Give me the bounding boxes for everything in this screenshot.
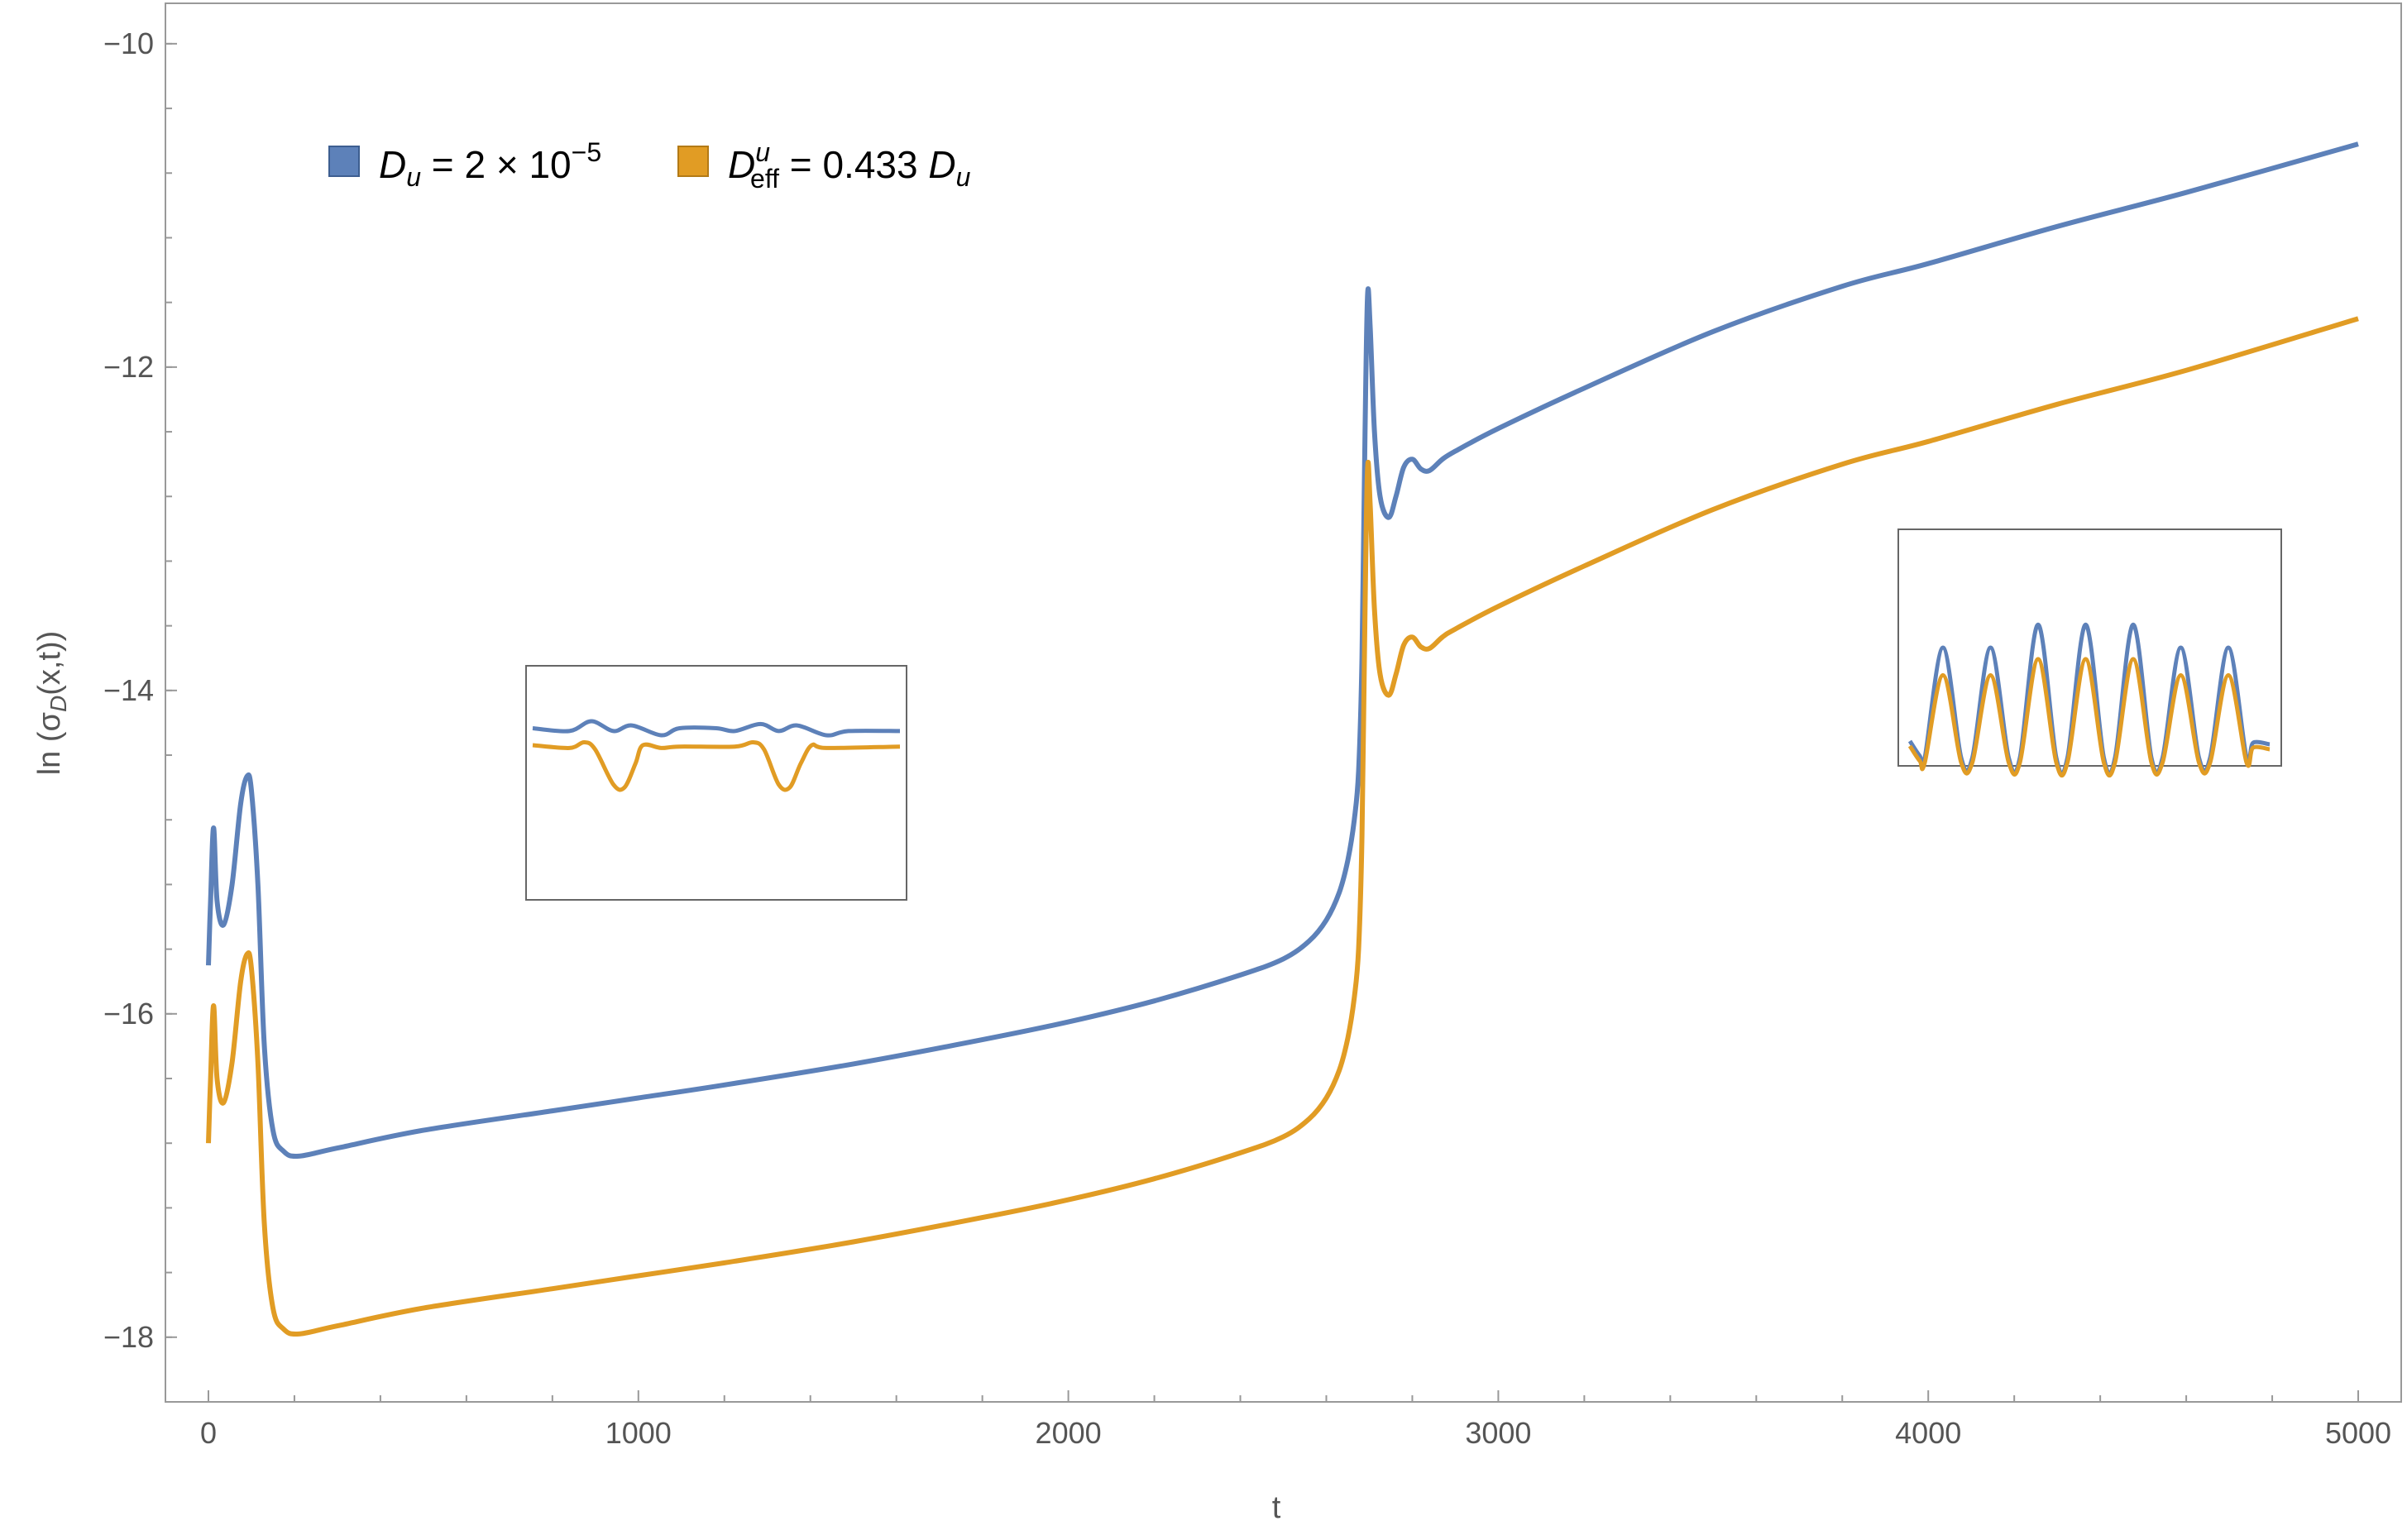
x-tick-label: 4000	[1895, 1416, 1961, 1450]
x-tick-label: 1000	[605, 1416, 672, 1450]
y-axis-label: ln (σD(x,t))	[32, 631, 71, 776]
x-tick-label: 0	[200, 1416, 217, 1450]
inset-left-frame	[525, 665, 907, 901]
inset-left	[525, 665, 907, 901]
series-line-orange	[206, 316, 2359, 1337]
x-tick-label: 5000	[2325, 1416, 2391, 1450]
series-line-blue	[206, 141, 2359, 1160]
y-tick-label: −12	[103, 350, 154, 384]
y-tick-label: −14	[103, 673, 154, 707]
x-axis-label: t	[1272, 1490, 1281, 1525]
legend-swatch-blue	[328, 146, 360, 177]
inset-left-blue-line	[532, 719, 901, 738]
legend-label-blue: Du = 2 × 10−5	[379, 137, 601, 192]
legend-swatch-orange	[677, 146, 709, 177]
series-layer	[206, 141, 2359, 1337]
y-tick-label: −16	[103, 997, 154, 1031]
inset-right	[1897, 528, 2282, 778]
y-tick-label: −18	[103, 1320, 154, 1354]
y-tick-label: −10	[103, 26, 154, 60]
inset-left-orange-line	[532, 739, 901, 792]
plot-frame	[165, 2, 2402, 1403]
legend-label-orange: Du eff = 0.433 Du	[728, 137, 971, 194]
x-tick-label: 2000	[1036, 1416, 1102, 1450]
x-axis-ticks: 0 1000 2000 3000 4000 5000	[200, 1390, 2391, 1450]
y-axis-ticks: −10 −12 −14 −16 −18	[103, 26, 177, 1403]
x-tick-label: 3000	[1465, 1416, 1531, 1450]
inset-right-orange-line	[1907, 657, 2271, 778]
legend: Du = 2 × 10−5 Du eff = 0.433 Du	[328, 137, 971, 194]
